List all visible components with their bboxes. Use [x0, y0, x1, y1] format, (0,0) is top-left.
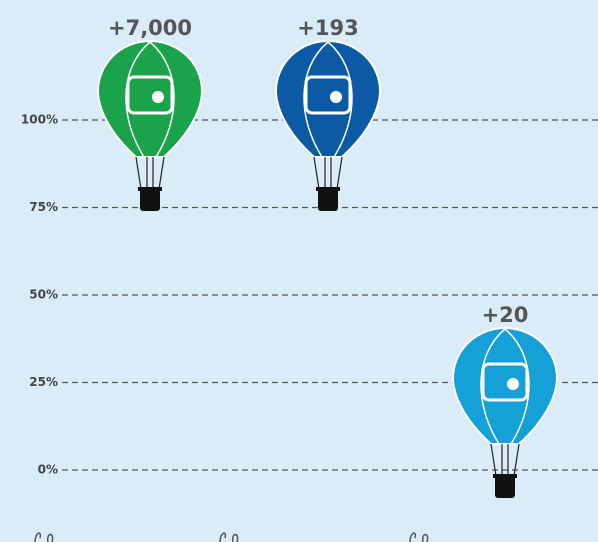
- annotation: +7,000: [108, 16, 192, 40]
- y-tick-label: 50%: [29, 288, 58, 302]
- balloon: [451, 327, 559, 498]
- stripes: [125, 41, 175, 158]
- y-tick-label: 100%: [21, 113, 58, 127]
- ropes: [135, 156, 165, 190]
- basket: [140, 189, 160, 211]
- balloon: [96, 40, 204, 211]
- envelope: [451, 327, 559, 445]
- y-tick-label: 0%: [38, 463, 58, 477]
- icon-dot: [507, 378, 519, 390]
- icon: [481, 362, 529, 402]
- ropes: [490, 443, 520, 477]
- decor: [34, 532, 429, 542]
- y-tick-label: 25%: [29, 375, 58, 389]
- basket: [318, 189, 338, 211]
- y-tick-label: 75%: [29, 200, 58, 214]
- icon-dot: [330, 91, 342, 103]
- stripes: [480, 328, 530, 445]
- ropes: [313, 156, 343, 190]
- basket-rim: [138, 187, 162, 191]
- icon: [304, 75, 352, 115]
- icon-dot: [152, 91, 164, 103]
- basket-rim: [316, 187, 340, 191]
- annotation: +20: [482, 303, 529, 327]
- basket: [495, 476, 515, 498]
- annotation: +193: [297, 16, 358, 40]
- envelope: [274, 40, 382, 158]
- stripes: [303, 41, 353, 158]
- basket-rim: [493, 474, 517, 478]
- balloon: [274, 40, 382, 211]
- envelope: [96, 40, 204, 158]
- icon: [126, 75, 174, 115]
